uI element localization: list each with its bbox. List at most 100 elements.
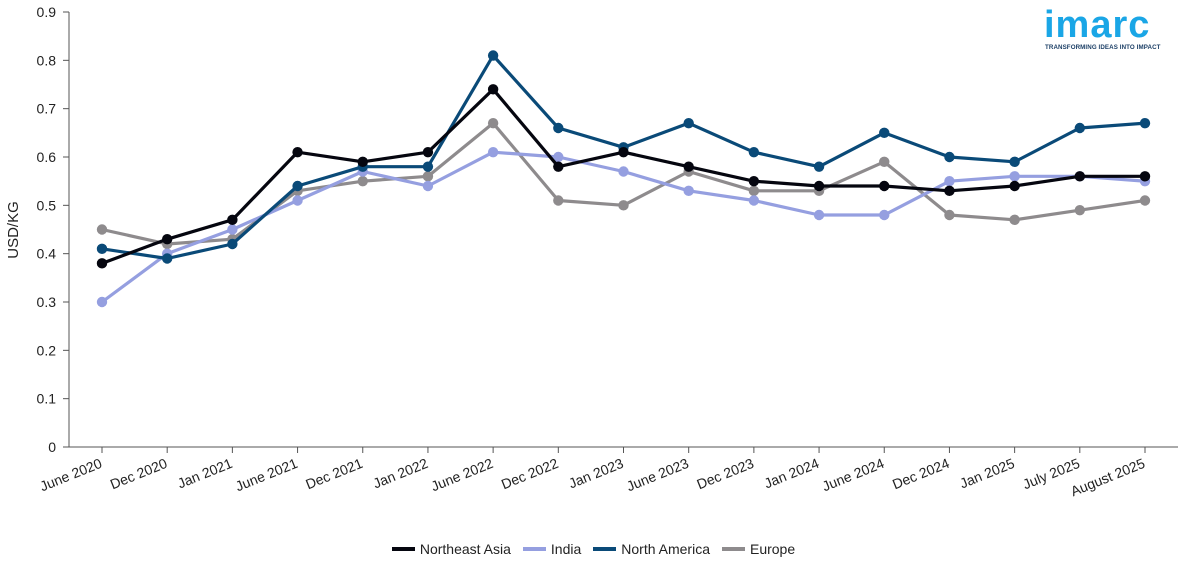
data-point-india — [813, 209, 825, 221]
data-point-north-america — [879, 127, 890, 139]
data-point-europe — [553, 195, 564, 206]
legend-label: India — [550, 541, 582, 557]
data-point-india — [227, 224, 238, 235]
data-point-europe — [879, 156, 890, 168]
data-point-india — [879, 209, 890, 221]
x-tick-label: Jan 2021 — [175, 455, 235, 491]
data-point-northeast-asia — [879, 180, 890, 192]
legend-label: Europe — [749, 541, 796, 557]
series-europe — [96, 117, 1151, 250]
y-tick-label: 0 — [48, 439, 56, 455]
data-point-northeast-asia — [357, 156, 368, 168]
data-point-europe — [422, 171, 434, 182]
data-point-india — [944, 175, 955, 187]
data-point-northeast-asia — [161, 233, 173, 245]
data-point-europe — [487, 117, 499, 129]
x-tick-label: August 2025 — [1068, 455, 1147, 499]
data-point-northeast-asia — [944, 185, 955, 197]
x-tick-label: June 2021 — [233, 455, 300, 494]
data-point-india — [1009, 171, 1020, 182]
imarc-logo: imarc TRANSFORMING IDEAS INTO IMPACT — [1044, 4, 1162, 56]
x-tick-label: June 2020 — [37, 455, 104, 494]
series-layer — [96, 50, 1151, 308]
x-tick-label: Dec 2022 — [499, 455, 561, 492]
legend-label: North America — [621, 541, 710, 557]
data-point-northeast-asia — [487, 84, 499, 95]
y-tick-label: 0.1 — [37, 391, 57, 407]
legend-swatch — [593, 547, 617, 551]
data-point-europe — [96, 224, 108, 235]
x-tick-label: June 2024 — [820, 455, 887, 494]
legend-item-europe: Europe — [721, 541, 796, 557]
legend-label: Northeast Asia — [419, 541, 511, 557]
y-tick-label: 0.5 — [37, 197, 57, 213]
data-point-north-america — [748, 146, 760, 158]
y-axis: 0 0.1 0.2 0.3 0.4 0.5 0.6 0.7 0.8 0.9 — [37, 4, 70, 455]
series-northeast-asia — [96, 84, 1151, 269]
data-point-northeast-asia — [1139, 171, 1151, 182]
data-point-northeast-asia — [422, 146, 434, 158]
data-point-europe — [1074, 204, 1086, 216]
legend-item-northeast-asia: Northeast Asia — [391, 541, 511, 557]
data-point-northeast-asia — [813, 180, 825, 192]
data-point-northeast-asia — [96, 258, 108, 269]
chart-legend: Northeast Asia India North America Europe — [0, 541, 1187, 557]
y-tick-label: 0.7 — [37, 101, 57, 117]
data-point-northeast-asia — [227, 214, 238, 226]
data-point-north-america — [813, 161, 825, 172]
data-point-india — [487, 146, 499, 158]
data-point-europe — [357, 175, 368, 187]
x-tick-label: Jan 2025 — [957, 455, 1017, 491]
series-line-europe — [100, 121, 1147, 246]
data-point-north-america — [1139, 117, 1151, 129]
data-point-north-america — [553, 122, 564, 134]
legend-item-india: India — [522, 541, 582, 557]
y-tick-label: 0.3 — [37, 294, 57, 310]
data-point-north-america — [944, 151, 955, 163]
data-point-europe — [944, 209, 955, 221]
data-point-north-america — [422, 161, 434, 172]
y-tick-label: 0.4 — [37, 246, 57, 262]
y-tick-label: 0.9 — [37, 4, 57, 20]
data-point-europe — [1139, 195, 1151, 206]
legend-item-north-america: North America — [593, 541, 710, 557]
legend-swatch — [391, 547, 415, 551]
data-point-north-america — [683, 117, 694, 129]
y-tick-label: 0.6 — [37, 149, 57, 165]
data-point-northeast-asia — [553, 161, 564, 172]
data-point-northeast-asia — [1009, 180, 1020, 192]
data-point-europe — [618, 200, 629, 211]
data-point-north-america — [161, 253, 173, 264]
data-point-northeast-asia — [1074, 171, 1086, 182]
data-point-india — [683, 185, 694, 197]
x-tick-label: Jan 2023 — [566, 455, 626, 491]
data-point-north-america — [96, 243, 108, 255]
data-point-north-america — [227, 238, 238, 250]
series-india — [96, 146, 1151, 308]
logo-wordmark: imarc — [1044, 4, 1151, 46]
legend-swatch — [522, 547, 546, 551]
data-point-northeast-asia — [618, 146, 629, 158]
y-tick-label: 0.2 — [37, 342, 57, 358]
data-point-northeast-asia — [748, 175, 760, 187]
x-tick-label: Dec 2021 — [303, 455, 365, 492]
data-point-india — [422, 180, 434, 192]
x-tick-label: Jan 2024 — [762, 455, 822, 491]
data-point-north-america — [487, 50, 499, 61]
data-point-europe — [748, 185, 760, 197]
data-point-northeast-asia — [292, 146, 303, 158]
data-point-north-america — [292, 180, 303, 192]
x-tick-label: Dec 2023 — [694, 455, 756, 492]
data-point-india — [553, 151, 564, 163]
data-point-europe — [1009, 214, 1020, 226]
x-tick-label: June 2023 — [624, 455, 691, 494]
x-tick-label: Dec 2020 — [108, 455, 170, 492]
data-point-north-america — [1009, 156, 1020, 168]
logo-tagline: TRANSFORMING IDEAS INTO IMPACT — [1045, 44, 1161, 51]
x-tick-label: Dec 2024 — [890, 455, 952, 492]
x-tick-label: Jan 2022 — [371, 455, 431, 491]
data-point-north-america — [1074, 122, 1086, 134]
x-tick-label: June 2022 — [429, 455, 496, 494]
data-point-northeast-asia — [683, 161, 694, 172]
